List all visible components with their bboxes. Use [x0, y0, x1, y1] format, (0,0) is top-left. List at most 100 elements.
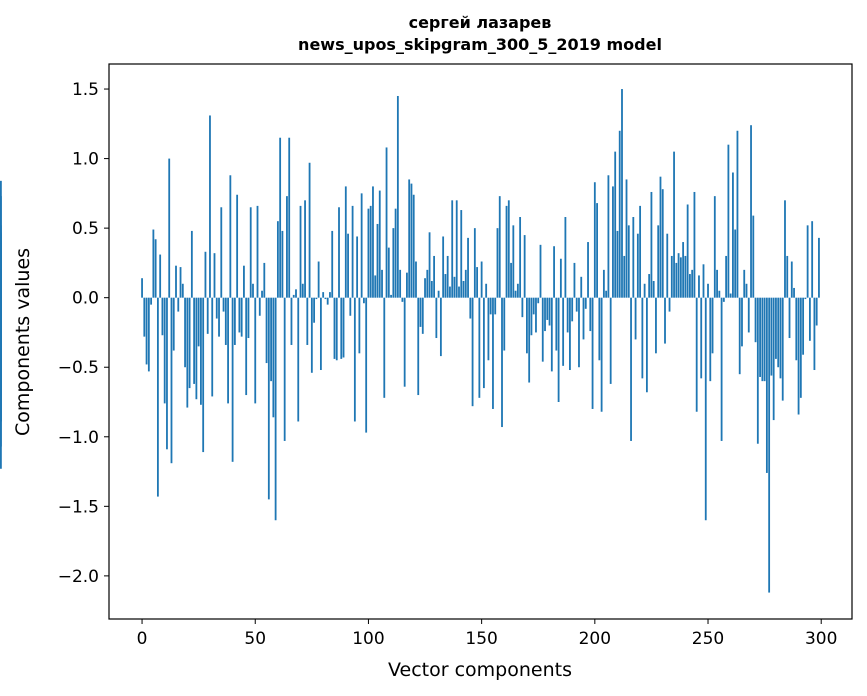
bar-38: [227, 297, 229, 404]
bar-239: [682, 242, 685, 298]
bar-155: [492, 297, 494, 409]
bar-29: [206, 297, 209, 334]
bar-253: [713, 196, 716, 298]
bar-41: [233, 297, 236, 345]
bar-224: [648, 274, 651, 298]
bar-110: [390, 294, 392, 298]
bar-15: [175, 265, 177, 298]
bar-0: [141, 278, 143, 298]
bar-105: [378, 190, 381, 298]
bar-269: [750, 125, 752, 298]
bar-193: [578, 297, 580, 368]
bar-123: [419, 297, 422, 327]
bar-237: [677, 253, 680, 298]
bar-104: [376, 223, 379, 298]
bar-100: [367, 208, 370, 298]
y-axis-label: Components values: [12, 248, 34, 436]
bar-247: [700, 297, 703, 379]
bar-111: [392, 228, 395, 298]
bar-178: [544, 297, 546, 332]
bar-77: [315, 297, 318, 300]
bar-293: [804, 297, 807, 300]
y-tick-label: −1.5: [58, 497, 99, 517]
bar-175: [537, 297, 540, 304]
bar-208: [612, 186, 614, 298]
bar-119: [410, 183, 413, 298]
bar-179: [546, 297, 549, 320]
bar-42: [236, 194, 239, 298]
bar-76: [313, 297, 316, 323]
bar-107: [383, 297, 386, 398]
bar-44: [240, 297, 243, 337]
bar-45: [243, 265, 245, 298]
bar-56: [267, 297, 270, 500]
bar-275: [763, 297, 766, 382]
bar-206: [607, 175, 610, 298]
bar-81: [324, 297, 327, 300]
bar-296: [811, 221, 814, 298]
bar-84: [331, 230, 334, 298]
bar-280: [775, 297, 777, 359]
bar-9: [161, 297, 164, 336]
bar-249: [704, 297, 707, 521]
bar-35: [220, 207, 223, 298]
bar-89: [342, 297, 345, 358]
bar-59: [274, 297, 277, 521]
bar-86: [335, 297, 338, 361]
bar-180: [548, 297, 551, 326]
bar-211: [618, 130, 621, 298]
bar-284: [784, 200, 786, 298]
bar-277: [768, 297, 771, 593]
bar-58: [272, 297, 275, 418]
bar-254: [716, 269, 718, 298]
bar-186: [562, 297, 565, 366]
bar-252: [711, 297, 714, 354]
bar-295: [808, 297, 811, 341]
y-tick-label: −1.0: [58, 428, 99, 448]
bar-182: [553, 246, 555, 298]
bar-154: [489, 297, 492, 315]
bar-170: [526, 297, 528, 354]
bar-undefined: [0, 297, 2, 396]
bar-16: [177, 297, 180, 312]
bar-172: [530, 297, 533, 336]
bar-121: [415, 261, 417, 298]
bar-203: [600, 297, 603, 412]
bar-70: [299, 205, 302, 298]
bar-71: [301, 283, 304, 298]
bar-75: [310, 297, 313, 373]
bar-129: [433, 255, 435, 298]
bar-93: [351, 205, 354, 298]
bar-210: [616, 230, 619, 298]
bar-50: [254, 297, 257, 404]
bar-167: [519, 217, 522, 298]
bar-234: [670, 255, 673, 298]
bar-47: [247, 297, 250, 339]
bar-78: [317, 261, 320, 298]
bar-69: [297, 297, 300, 422]
bar-142: [462, 280, 465, 298]
bar-116: [403, 297, 406, 387]
bar-72: [304, 200, 306, 298]
bar-52: [258, 297, 261, 316]
bar-94: [353, 297, 356, 422]
x-tick-label: 200: [579, 629, 611, 649]
x-axis-label: Vector components: [388, 659, 572, 681]
bar-7: [156, 297, 159, 497]
bar-148: [476, 267, 479, 298]
bar-229: [659, 176, 662, 298]
bar-127: [428, 232, 431, 298]
bar-95: [356, 236, 359, 298]
bar-62: [281, 230, 284, 298]
bar-176: [539, 244, 542, 298]
bar-248: [702, 264, 705, 298]
bar-74: [308, 162, 311, 298]
bar-288: [793, 287, 795, 298]
bar-125: [424, 278, 426, 298]
y-tick-label: −2.0: [58, 567, 99, 587]
bar-232: [666, 233, 669, 298]
bar-268: [747, 297, 750, 333]
bar-262: [734, 229, 737, 298]
bar-183: [555, 297, 558, 351]
